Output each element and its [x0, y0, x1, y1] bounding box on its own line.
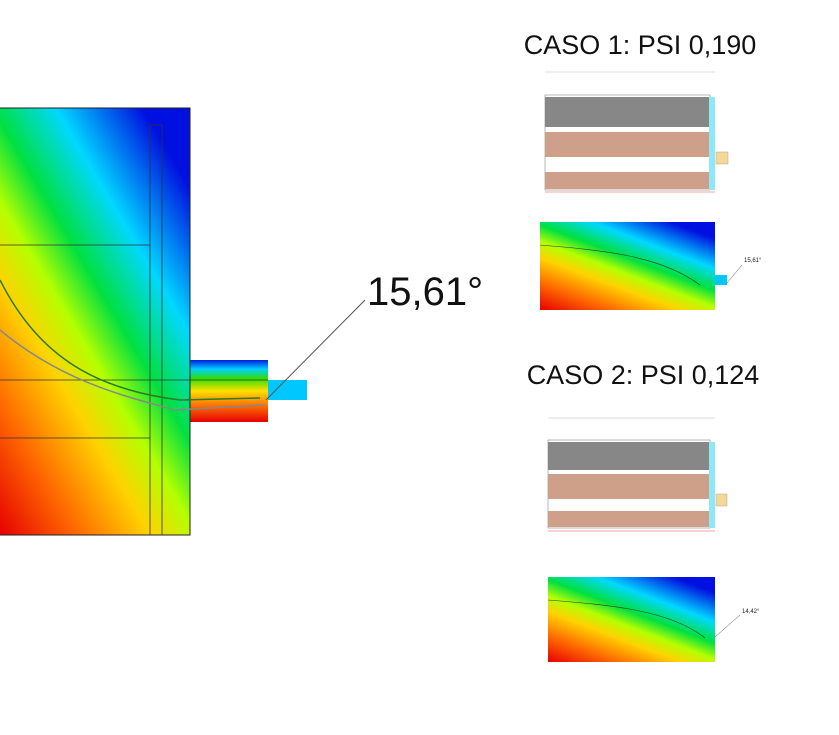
thermal-body — [540, 222, 715, 310]
thermal-ledge — [190, 360, 268, 422]
ledge — [715, 151, 729, 165]
case1-section — [544, 71, 729, 193]
layer — [545, 97, 710, 127]
case-title: CASO 2: PSI 0,124 — [527, 360, 760, 390]
layer — [545, 132, 710, 157]
case1-thermal: 15,61° — [539, 222, 762, 310]
case2-thermal: 14,42° — [547, 577, 760, 662]
thermal-tip — [268, 380, 307, 400]
thermal-body — [0, 108, 190, 535]
outline — [0, 107, 191, 536]
temperature-label: 15,61° — [744, 258, 762, 264]
ledge — [715, 493, 728, 507]
case2-section — [547, 417, 728, 532]
isotherm — [547, 599, 706, 639]
isotherm — [0, 329, 266, 411]
layer — [548, 442, 710, 470]
leader-line — [726, 264, 743, 284]
temperature-label: 15,61° — [367, 270, 483, 314]
thermal-ledge — [715, 275, 727, 285]
main-thermal-map: 15,61° — [0, 107, 483, 536]
layer-lines — [0, 124, 268, 535]
leader-line — [265, 299, 366, 401]
isotherm — [539, 244, 701, 286]
case-title: CASO 1: PSI 0,190 — [524, 30, 757, 60]
leader-line — [714, 614, 741, 638]
temperature-label: 14,42° — [742, 609, 760, 615]
layer — [548, 511, 710, 527]
layer — [545, 172, 710, 189]
insulation — [709, 442, 715, 528]
insulation — [709, 97, 715, 190]
layer — [548, 474, 710, 499]
thermal-body — [548, 577, 715, 662]
isotherm — [0, 279, 261, 401]
